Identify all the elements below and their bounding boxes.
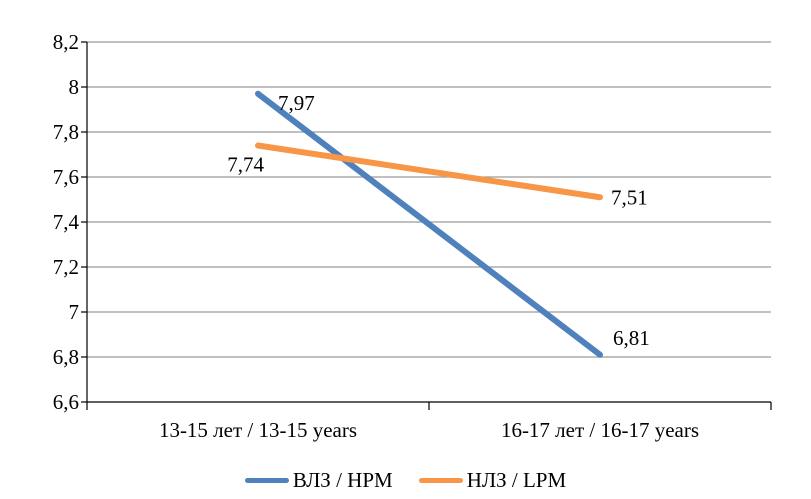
legend-item-nlz-lpm[interactable]: НЛЗ / LPM — [418, 468, 567, 492]
legend-label-nlz-lpm: НЛЗ / LPM — [466, 468, 567, 492]
y-axis-tick-label: 7 — [69, 300, 80, 324]
legend-line-swatch-orange — [418, 478, 463, 483]
x-axis-category-label: 13-15 лет / 13-15 years — [159, 418, 357, 442]
data-label: 7,51 — [611, 185, 648, 209]
legend-item-vlz-hpm[interactable]: ВЛЗ / HPM — [244, 468, 393, 492]
data-label: 6,81 — [613, 326, 650, 350]
data-label: 7,97 — [278, 91, 315, 115]
y-axis-tick-label: 8,2 — [53, 30, 79, 54]
x-axis-category-label: 16-17 лет / 16-17 years — [501, 418, 699, 442]
chart-legend: ВЛЗ / HPM НЛЗ / LPM — [0, 470, 811, 491]
legend-line-swatch-blue — [244, 478, 289, 483]
y-axis-tick-label: 7,8 — [53, 120, 79, 144]
series-line-0 — [255, 90, 603, 358]
legend-label-vlz-hpm: ВЛЗ / HPM — [292, 468, 393, 492]
y-axis-tick-label: 6,6 — [53, 390, 79, 414]
y-axis-tick-label: 7,6 — [53, 165, 79, 189]
data-label: 7,74 — [227, 153, 264, 177]
y-axis-tick-label: 7,4 — [53, 210, 80, 234]
y-axis-tick-label: 7,2 — [53, 255, 79, 279]
y-axis-tick-label: 8 — [69, 75, 80, 99]
series-line-1 — [255, 142, 603, 201]
y-axis-tick-label: 6,8 — [53, 345, 79, 369]
